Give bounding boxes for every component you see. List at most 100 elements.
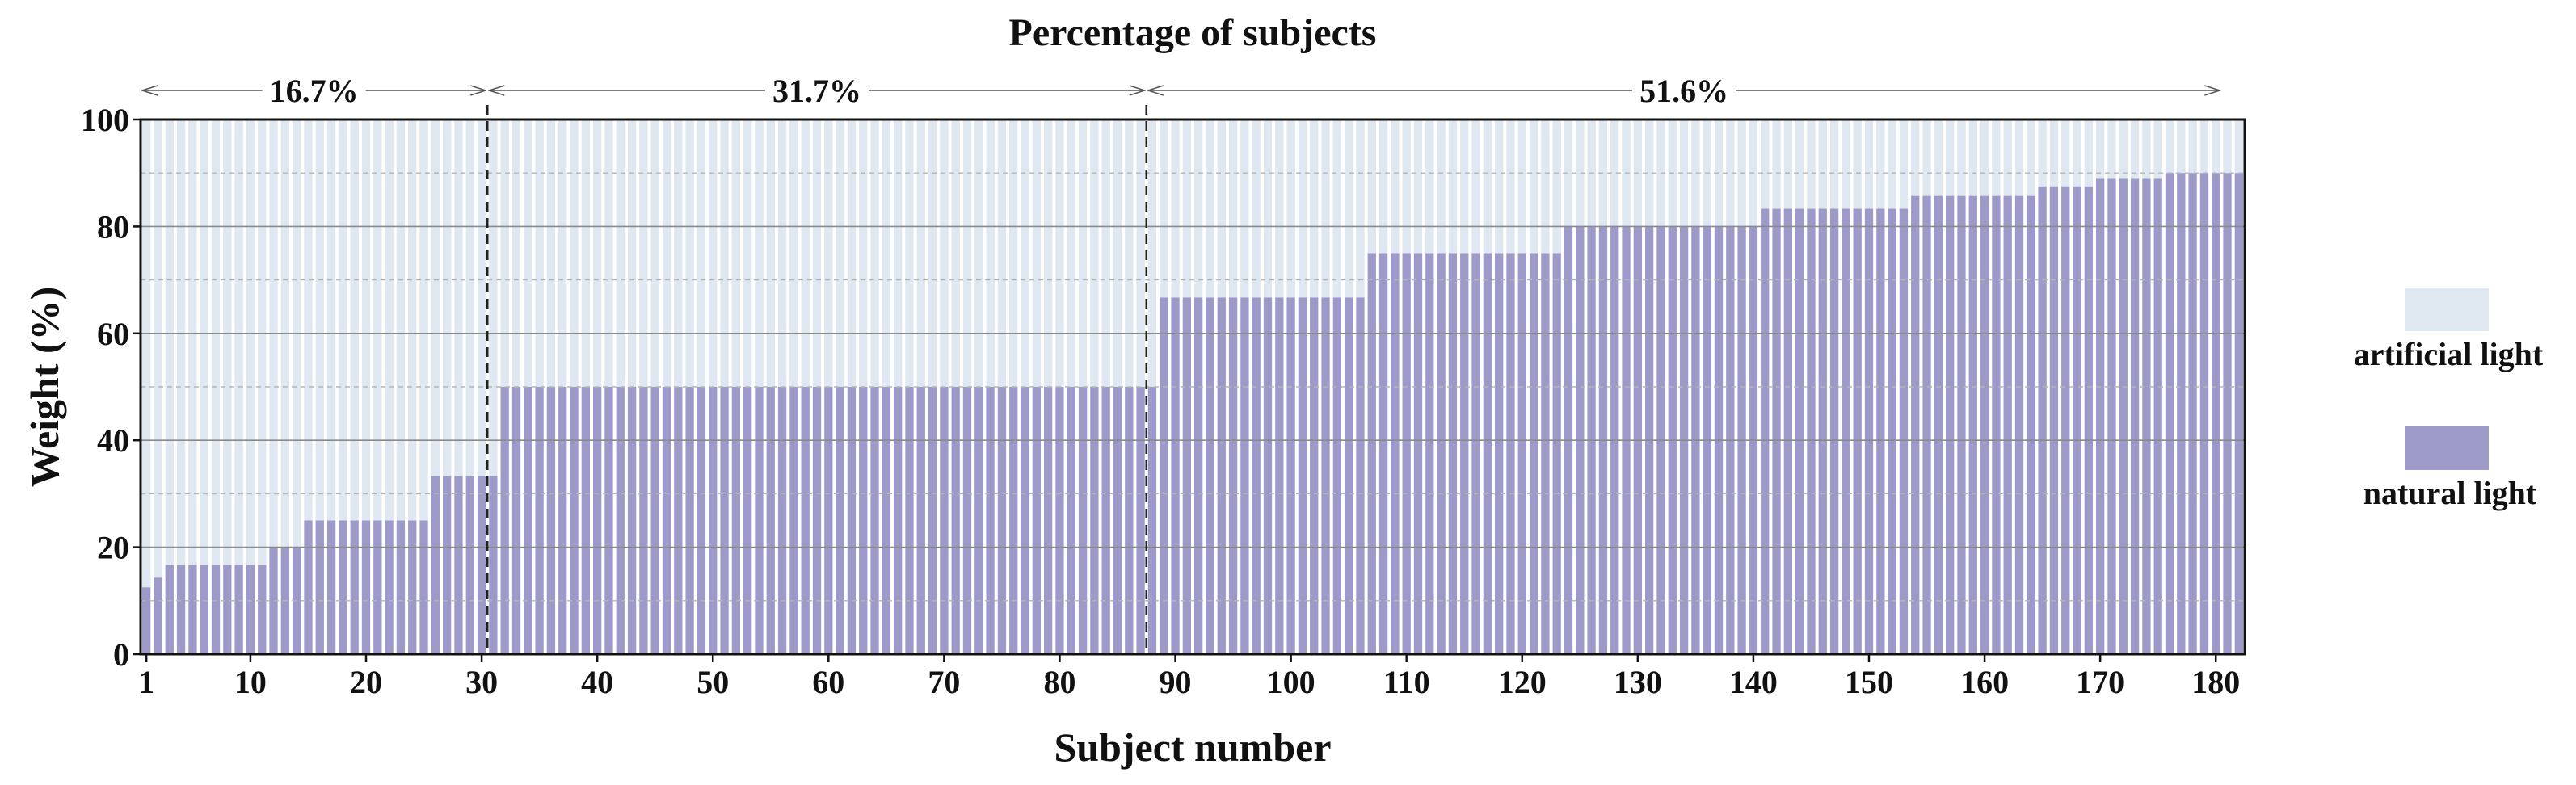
bar-natural-58 [801,387,810,654]
bar-natural-141 [1761,208,1770,655]
bar-natural-105 [1345,297,1353,654]
bar-artificial-8 [223,120,232,565]
bar-natural-18 [339,520,347,654]
bar-natural-65 [882,387,890,654]
legend-swatch-natural-light [2405,426,2489,470]
bar-artificial-164 [2027,120,2035,196]
bar-artificial-101 [1298,120,1307,298]
x-tick-label-170: 170 [2076,664,2124,700]
bar-artificial-71 [951,120,960,387]
y-axis: 0 20 40 60 80 100 [81,102,141,673]
bar-artificial-77 [1021,120,1029,387]
plot-frame [139,118,2246,656]
x-tick-label-50: 50 [697,664,729,700]
bar-artificial-114 [1448,120,1458,254]
bar-artificial-58 [801,120,810,387]
bar-natural-175 [2153,178,2162,654]
bar-natural-3 [165,565,174,654]
bar-artificial-102 [1310,120,1319,298]
bar-artificial-80 [1055,120,1064,387]
bar-artificial-1 [142,120,151,588]
bar-natural-46 [662,387,671,654]
bar-natural-77 [1021,387,1029,654]
bar-natural-31 [489,476,498,654]
bar-natural-116 [1471,253,1480,654]
bar-natural-68 [916,387,925,654]
bar-natural-171 [2107,178,2116,654]
bar-artificial-128 [1610,120,1619,227]
bar-artificial-31 [489,120,498,476]
bar-artificial-151 [1876,120,1885,209]
bar-artificial-18 [339,120,347,521]
bar-artificial-97 [1252,120,1261,298]
bar-artificial-49 [697,120,706,387]
bar-natural-155 [1922,195,1931,654]
bar-natural-88 [1147,387,1157,654]
bar-natural-150 [1864,208,1874,655]
bar-artificial-98 [1263,120,1273,298]
bar-artificial-52 [731,120,740,387]
bar-artificial-19 [350,120,359,521]
bar-natural-177 [2177,173,2186,654]
bar-artificial-94 [1217,120,1226,298]
bar-artificial-48 [685,120,694,387]
bar-natural-35 [535,387,544,654]
group-label-bg-1 [262,73,366,105]
bar-natural-59 [812,387,822,654]
group-label-bg-3 [1632,73,1736,105]
bar-artificial-144 [1795,120,1804,209]
bar-artificial-152 [1888,120,1896,209]
bar-natural-179 [2199,173,2209,654]
bar-artificial-166 [2049,120,2059,187]
bar-artificial-66 [894,120,903,387]
bar-artificial-20 [361,120,371,521]
bar-natural-57 [789,387,798,654]
bar-artificial-57 [789,120,798,387]
bar-artificial-150 [1864,120,1874,209]
bar-artificial-92 [1194,120,1203,298]
bar-natural-73 [974,387,983,654]
bar-artificial-135 [1691,120,1700,227]
bar-natural-145 [1807,208,1816,655]
bar-artificial-180 [2212,120,2220,174]
bar-natural-176 [2165,173,2174,654]
bar-natural-123 [1552,253,1561,654]
bar-artificial-59 [812,120,822,387]
y-axis-label: Weight (%) [22,287,67,488]
bar-artificial-42 [616,120,625,387]
bar-artificial-9 [234,120,243,565]
bar-artificial-148 [1842,120,1850,209]
bar-artificial-6 [200,120,208,565]
bar-artificial-147 [1829,120,1839,209]
bar-artificial-90 [1171,120,1180,298]
bar-artificial-35 [535,120,544,387]
bar-natural-27 [443,476,452,654]
bar-artificial-70 [940,120,949,387]
x-tick-label-30: 30 [465,664,498,700]
bar-natural-20 [361,520,371,654]
x-tick-label-130: 130 [1614,664,1662,700]
bar-natural-38 [570,387,579,654]
bar-natural-181 [2223,173,2232,654]
bar-natural-108 [1378,253,1388,654]
bar-natural-159 [1968,195,1977,654]
legend-swatch-artificial-light [2405,288,2489,331]
bar-artificial-91 [1182,120,1191,298]
bar-natural-172 [2119,178,2128,654]
bar-natural-47 [674,387,683,654]
bar-natural-122 [1541,253,1550,654]
x-tick-label-160: 160 [1960,664,2009,700]
bar-natural-147 [1829,208,1839,655]
bar-natural-119 [1506,253,1515,654]
bar-natural-43 [627,387,637,654]
bar-artificial-44 [639,120,648,387]
bar-artificial-120 [1517,120,1526,254]
bar-artificial-29 [465,120,474,476]
bar-artificial-33 [511,120,521,387]
bar-natural-121 [1529,253,1538,654]
bar-artificial-165 [2038,120,2047,187]
bar-artificial-142 [1772,120,1781,209]
bar-artificial-60 [824,120,833,387]
bar-artificial-121 [1529,120,1538,254]
bar-natural-109 [1391,253,1400,654]
